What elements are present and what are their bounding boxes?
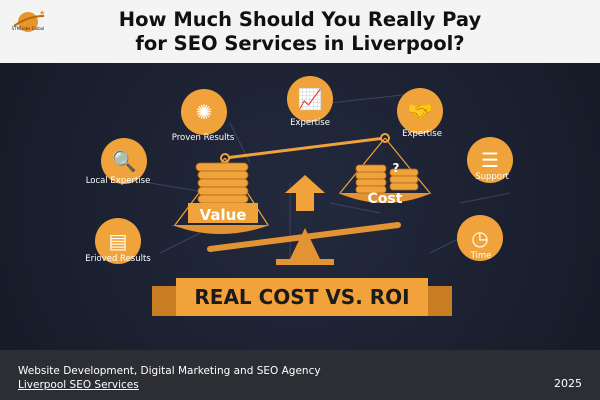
footer: Website Development, Digital Marketing a… [0,350,600,400]
node-label: Support [475,172,509,182]
banner: REAL COST VS. ROI [176,278,428,316]
footer-link[interactable]: Liverpool SEO Services [18,379,139,391]
page-title: How Much Should You Really Pay for SEO Se… [60,8,540,56]
cost-pan [338,193,432,203]
question-mark: ? [392,161,400,175]
header: ★ STMLinks Global How Much Should You Re… [0,0,600,63]
title-line-1: How Much Should You Really Pay [118,8,482,31]
magnifier-chart-icon: 🔍 [101,138,147,184]
footer-year: 2025 [554,377,582,390]
node-label: Time [470,251,492,261]
footer-tagline: Website Development, Digital Marketing a… [18,365,321,377]
coin-stacks [195,162,419,204]
report-icon: ▤ [95,218,141,264]
brain-icon: ✺ [181,89,227,135]
value-pan [172,225,270,234]
title-line-2: for SEO Services in Liverpool? [135,32,465,55]
svg-text:★: ★ [39,9,45,17]
growth-chart-icon: 📈 [287,76,333,122]
list-icon: ☰ [467,137,513,183]
node-label: Expertise [402,129,442,139]
node-label: Local Expertise [85,176,151,186]
node-label: Expertise [290,118,330,128]
logo: ★ [13,9,45,32]
node-label: Proven Results [171,133,235,143]
clock-icon: ◷ [457,215,503,261]
infographic: Value Cost ? ✺ Proven Results 📈 Expertis… [0,63,600,350]
handshake-icon: 🤝 [397,88,443,134]
scale-top-beam [224,136,386,160]
network-lines [149,92,511,263]
cost-label: Cost [367,191,403,207]
node-label: Erioved Results [85,254,151,264]
fulcrum [290,228,320,259]
up-arrow-icon [285,175,325,211]
value-label: Value [199,206,247,224]
logo-text: STMLinks Global [11,26,45,31]
scale-illustration [149,92,511,265]
